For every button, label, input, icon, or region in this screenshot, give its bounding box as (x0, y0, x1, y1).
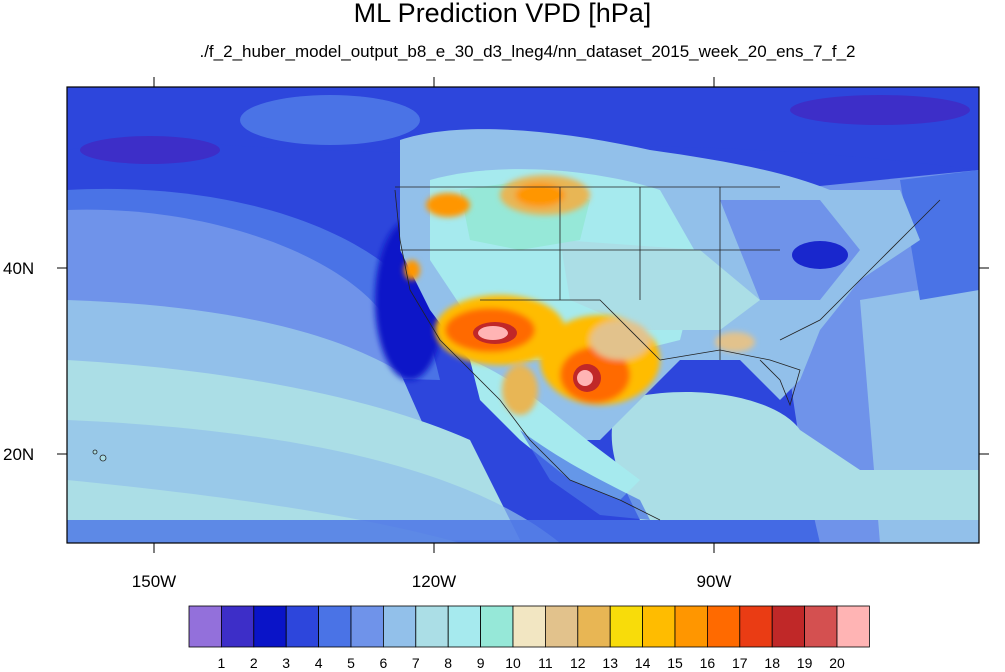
chart-title: ML Prediction VPD [hPa] (353, 0, 652, 28)
chart-subtitle: ./f_2_huber_model_output_b8_e_30_d3_lneg… (199, 42, 856, 61)
colorbar-swatch (804, 605, 838, 648)
colorbar-label: 12 (570, 655, 586, 671)
tick-marks (57, 77, 989, 553)
colorbar-label: 1 (218, 655, 226, 671)
colorbar-label: 7 (412, 655, 420, 671)
lon-label-90w: 90W (697, 572, 732, 591)
colorbar-swatch (350, 605, 384, 648)
colorbar-label: 15 (667, 655, 683, 671)
colorbar-swatch (382, 605, 417, 648)
colorbar-label: 13 (602, 655, 618, 671)
colorbar-swatch (609, 605, 644, 648)
colorbar-swatch (836, 605, 870, 648)
colorbar-label: 16 (700, 655, 716, 671)
colorbar-swatch (739, 605, 773, 648)
colorbar-swatch (512, 605, 546, 648)
colorbar-swatch (253, 605, 287, 648)
lon-label-150w: 150W (132, 572, 176, 591)
colorbar-swatch (318, 605, 352, 648)
vpd-field (67, 87, 979, 543)
colorbar-swatch (771, 605, 806, 648)
colorbar-swatch (545, 605, 579, 648)
colorbar-swatch (285, 605, 320, 648)
colorbar-swatch (674, 605, 708, 648)
colorbar-label: 3 (282, 655, 290, 671)
colorbar-label: 10 (505, 655, 521, 671)
colorbar-label: 9 (477, 655, 485, 671)
colorbar-label: 2 (250, 655, 258, 671)
colorbar-label: 5 (347, 655, 355, 671)
colorbar-swatch (415, 605, 449, 648)
lon-label-120w: 120W (412, 572, 456, 591)
colorbar-label: 19 (797, 655, 813, 671)
colorbar-label: 8 (444, 655, 452, 671)
colorbar: 1 2 3 4 5 6 7 8 9 10 11 12 13 14 15 16 17 18 19 20 (188, 605, 870, 671)
colorbar-swatch (707, 605, 741, 648)
lat-label-40n: 40N (3, 259, 34, 278)
colorbar-label: 4 (315, 655, 323, 671)
colorbar-label: 18 (764, 655, 780, 671)
colorbar-swatch (188, 605, 222, 648)
colorbar-swatch (642, 605, 676, 648)
colorbar-swatch (447, 605, 482, 648)
colorbar-label: 14 (635, 655, 651, 671)
plot-frame (66, 86, 980, 544)
lat-label-20n: 20N (3, 445, 34, 464)
colorbar-swatch (220, 605, 255, 648)
colorbar-label: 17 (732, 655, 748, 671)
colorbar-label: 20 (829, 655, 845, 671)
colorbar-swatch (577, 605, 611, 648)
colorbar-label: 6 (380, 655, 388, 671)
colorbar-label: 11 (538, 655, 553, 671)
colorbar-swatch (480, 605, 514, 648)
